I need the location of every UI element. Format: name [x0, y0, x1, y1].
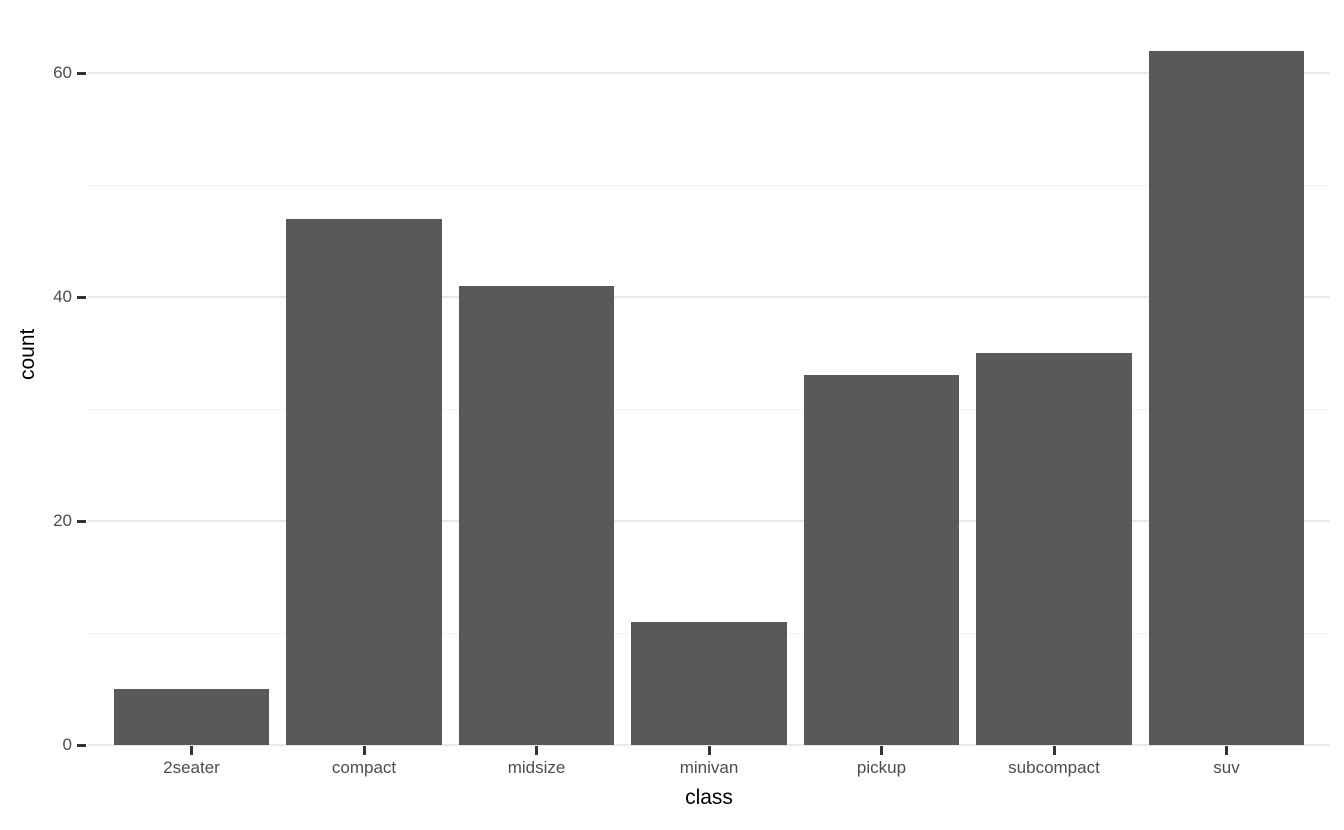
- x-axis-title: class: [685, 786, 733, 809]
- gridline-minor: [88, 408, 1330, 410]
- y-axis-tick-label: 20: [53, 511, 72, 531]
- y-axis-tick-mark: [77, 295, 86, 299]
- x-axis-tick-mark: [535, 746, 538, 755]
- y-axis-tick-label: 0: [62, 735, 72, 754]
- x-axis-tick-mark: [880, 746, 883, 755]
- x-axis-tick-mark: [362, 746, 366, 755]
- x-axis-tick-label-subcompact: subcompact: [1008, 758, 1100, 777]
- y-axis-tick-label: 40: [53, 287, 72, 307]
- x-axis-tick-mark: [1225, 746, 1228, 755]
- bar-compact: [286, 218, 442, 745]
- x-axis-tick-label-minivan: minivan: [679, 758, 739, 777]
- gridline-minor: [88, 184, 1330, 186]
- y-axis-tick-mark: [77, 743, 86, 747]
- plot-panel: [88, 16, 1330, 746]
- bar-suv: [1148, 50, 1305, 745]
- bar-subcompact: [976, 353, 1132, 745]
- gridline-major: [88, 72, 1330, 75]
- x-axis-tick-mark: [190, 746, 193, 755]
- x-axis-tick-mark: [707, 746, 711, 755]
- gridline-major: [88, 296, 1330, 299]
- x-axis-tick-label-suv: suv: [1213, 758, 1240, 777]
- gridline-major: [88, 744, 1330, 746]
- bar-minivan: [631, 621, 787, 745]
- x-axis-tick-label-compact: compact: [331, 758, 397, 777]
- x-axis-tick-mark: [1052, 746, 1056, 755]
- bar-2seater: [113, 689, 270, 745]
- x-axis-tick-label-midsize: midsize: [507, 758, 566, 777]
- x-axis-tick-label-2seater: 2seater: [163, 758, 220, 777]
- x-axis-tick-label-pickup: pickup: [856, 758, 907, 777]
- y-axis-tick-label: 60: [53, 63, 72, 83]
- gridline-major: [88, 520, 1330, 523]
- y-axis-tick-mark: [77, 519, 86, 523]
- bar-midsize: [458, 285, 615, 745]
- bar-pickup: [803, 375, 960, 745]
- y-axis-tick-mark: [77, 71, 86, 75]
